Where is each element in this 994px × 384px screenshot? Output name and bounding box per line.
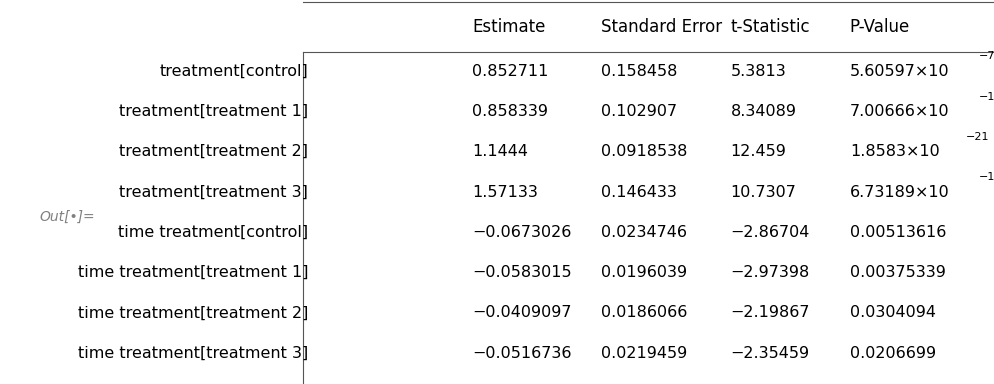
Text: treatment[treatment 3]: treatment[treatment 3] bbox=[119, 184, 308, 200]
Text: 1.57133: 1.57133 bbox=[472, 184, 538, 200]
Text: −21: −21 bbox=[966, 132, 989, 142]
Text: time treatment[control]: time treatment[control] bbox=[118, 225, 308, 240]
Text: P-Value: P-Value bbox=[850, 18, 911, 36]
Text: 1.8583×10: 1.8583×10 bbox=[850, 144, 939, 159]
Text: 5.60597×10: 5.60597×10 bbox=[850, 63, 949, 79]
Text: 0.0196039: 0.0196039 bbox=[601, 265, 688, 280]
Text: 0.102907: 0.102907 bbox=[601, 104, 678, 119]
Text: 6.73189×10: 6.73189×10 bbox=[850, 184, 949, 200]
Text: 0.00375339: 0.00375339 bbox=[850, 265, 945, 280]
Text: −18: −18 bbox=[978, 172, 994, 182]
Text: 0.852711: 0.852711 bbox=[472, 63, 549, 79]
Text: treatment[control]: treatment[control] bbox=[159, 63, 308, 79]
Text: 0.0219459: 0.0219459 bbox=[601, 346, 688, 361]
Text: −2.19867: −2.19867 bbox=[731, 305, 810, 321]
Text: 8.34089: 8.34089 bbox=[731, 104, 796, 119]
Text: 0.0918538: 0.0918538 bbox=[601, 144, 688, 159]
Text: −2.97398: −2.97398 bbox=[731, 265, 810, 280]
Text: time treatment[treatment 2]: time treatment[treatment 2] bbox=[78, 305, 308, 321]
Text: Estimate: Estimate bbox=[472, 18, 546, 36]
Text: 10.7307: 10.7307 bbox=[731, 184, 796, 200]
Text: −13: −13 bbox=[978, 92, 994, 102]
Text: −2.86704: −2.86704 bbox=[731, 225, 810, 240]
Text: 5.3813: 5.3813 bbox=[731, 63, 786, 79]
Text: −0.0409097: −0.0409097 bbox=[472, 305, 572, 321]
Text: treatment[treatment 1]: treatment[treatment 1] bbox=[119, 104, 308, 119]
Text: Out[•]=: Out[•]= bbox=[40, 210, 95, 224]
Text: 1.1444: 1.1444 bbox=[472, 144, 528, 159]
Text: −0.0516736: −0.0516736 bbox=[472, 346, 572, 361]
Text: 7.00666×10: 7.00666×10 bbox=[850, 104, 949, 119]
Text: 0.146433: 0.146433 bbox=[601, 184, 677, 200]
Text: 0.158458: 0.158458 bbox=[601, 63, 678, 79]
Text: −7: −7 bbox=[978, 51, 994, 61]
Text: 0.0234746: 0.0234746 bbox=[601, 225, 688, 240]
Text: −0.0583015: −0.0583015 bbox=[472, 265, 572, 280]
Text: time treatment[treatment 3]: time treatment[treatment 3] bbox=[78, 346, 308, 361]
Text: 0.858339: 0.858339 bbox=[472, 104, 548, 119]
Text: Standard Error: Standard Error bbox=[601, 18, 723, 36]
Text: 0.0206699: 0.0206699 bbox=[850, 346, 936, 361]
Text: 0.0304094: 0.0304094 bbox=[850, 305, 936, 321]
Text: time treatment[treatment 1]: time treatment[treatment 1] bbox=[78, 265, 308, 280]
Text: 0.00513616: 0.00513616 bbox=[850, 225, 946, 240]
Text: −0.0673026: −0.0673026 bbox=[472, 225, 572, 240]
Text: t-Statistic: t-Statistic bbox=[731, 18, 810, 36]
Text: −2.35459: −2.35459 bbox=[731, 346, 810, 361]
Text: treatment[treatment 2]: treatment[treatment 2] bbox=[119, 144, 308, 159]
Text: 12.459: 12.459 bbox=[731, 144, 786, 159]
Text: 0.0186066: 0.0186066 bbox=[601, 305, 688, 321]
